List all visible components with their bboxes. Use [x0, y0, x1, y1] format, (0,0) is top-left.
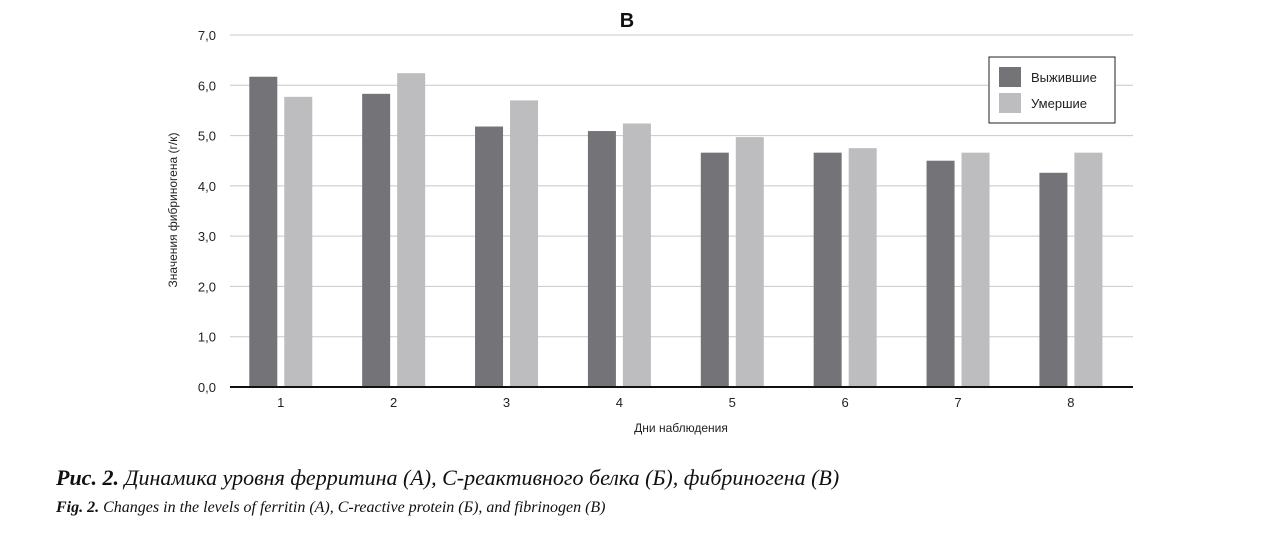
y-tick-label: 1,0: [198, 330, 216, 345]
figure-caption-en: Fig. 2. Changes in the levels of ferriti…: [56, 499, 606, 517]
chart-title: В: [620, 10, 634, 32]
caption-en-text: Changes in the levels of ferritin (А), C…: [103, 499, 606, 516]
bar-survived-day-3: [475, 126, 504, 388]
y-tick-label: 5,0: [198, 129, 216, 144]
bar-survived-day-1: [249, 76, 278, 387]
y-tick-label: 0,0: [198, 380, 216, 395]
x-tick-labels: 1 2 3 4 5 6 7 8: [277, 395, 1074, 410]
bar-survived-day-5: [700, 152, 729, 387]
y-tick-label: 3,0: [198, 229, 216, 244]
caption-ru-text: Динамика уровня ферритина (А), С-реактив…: [124, 465, 840, 490]
y-tick-label: 4,0: [198, 179, 216, 194]
bar-survived-day-8: [1039, 172, 1068, 387]
legend-swatch-survived: [999, 67, 1021, 87]
legend: Выжившие Умершие: [988, 56, 1116, 124]
x-tick-label: 2: [390, 395, 397, 410]
fibrinogen-bar-chart: В 0,0 1,0 2,0 3,0 4,0 5,0 6,0 7,0 1 2 3 4 5 6 7 8 Дни …: [166, 10, 1133, 435]
bar-survived-day-6: [813, 152, 842, 387]
bar-survived-day-7: [926, 160, 955, 387]
x-tick-label: 1: [277, 395, 284, 410]
bar-died-day-2: [397, 73, 426, 388]
x-tick-label: 7: [954, 395, 961, 410]
caption-ru-label: Рис. 2.: [56, 465, 119, 490]
y-tick-labels: 0,0 1,0 2,0 3,0 4,0 5,0 6,0 7,0: [198, 28, 216, 395]
x-tick-label: 8: [1067, 395, 1074, 410]
x-tick-label: 3: [503, 395, 510, 410]
y-tick-label: 6,0: [198, 78, 216, 93]
x-tick-label: 4: [616, 395, 623, 410]
y-axis-title: Значения фибриногена (г/к): [166, 133, 180, 288]
x-tick-label: 6: [842, 395, 849, 410]
legend-label-died: Умершие: [1031, 96, 1087, 111]
bar-died-day-8: [1074, 152, 1103, 387]
bar-died-day-7: [961, 152, 990, 387]
y-tick-label: 2,0: [198, 279, 216, 294]
legend-label-survived: Выжившие: [1031, 70, 1097, 85]
bar-survived-day-2: [362, 93, 391, 387]
figure-caption-ru: Рис. 2. Динамика уровня ферритина (А), С…: [56, 465, 839, 491]
caption-en-label: Fig. 2.: [56, 499, 100, 516]
bar-died-day-3: [510, 100, 539, 387]
bars: [249, 73, 1103, 388]
x-tick-label: 5: [729, 395, 736, 410]
legend-swatch-died: [999, 93, 1021, 113]
x-axis-title: Дни наблюдения: [634, 421, 728, 435]
y-tick-label: 7,0: [198, 28, 216, 43]
bar-died-day-6: [848, 148, 877, 387]
bar-survived-day-4: [587, 131, 616, 387]
bar-died-day-5: [735, 137, 764, 387]
bar-died-day-1: [284, 96, 313, 387]
legend-frame: [988, 56, 1116, 124]
bar-died-day-4: [622, 123, 651, 387]
